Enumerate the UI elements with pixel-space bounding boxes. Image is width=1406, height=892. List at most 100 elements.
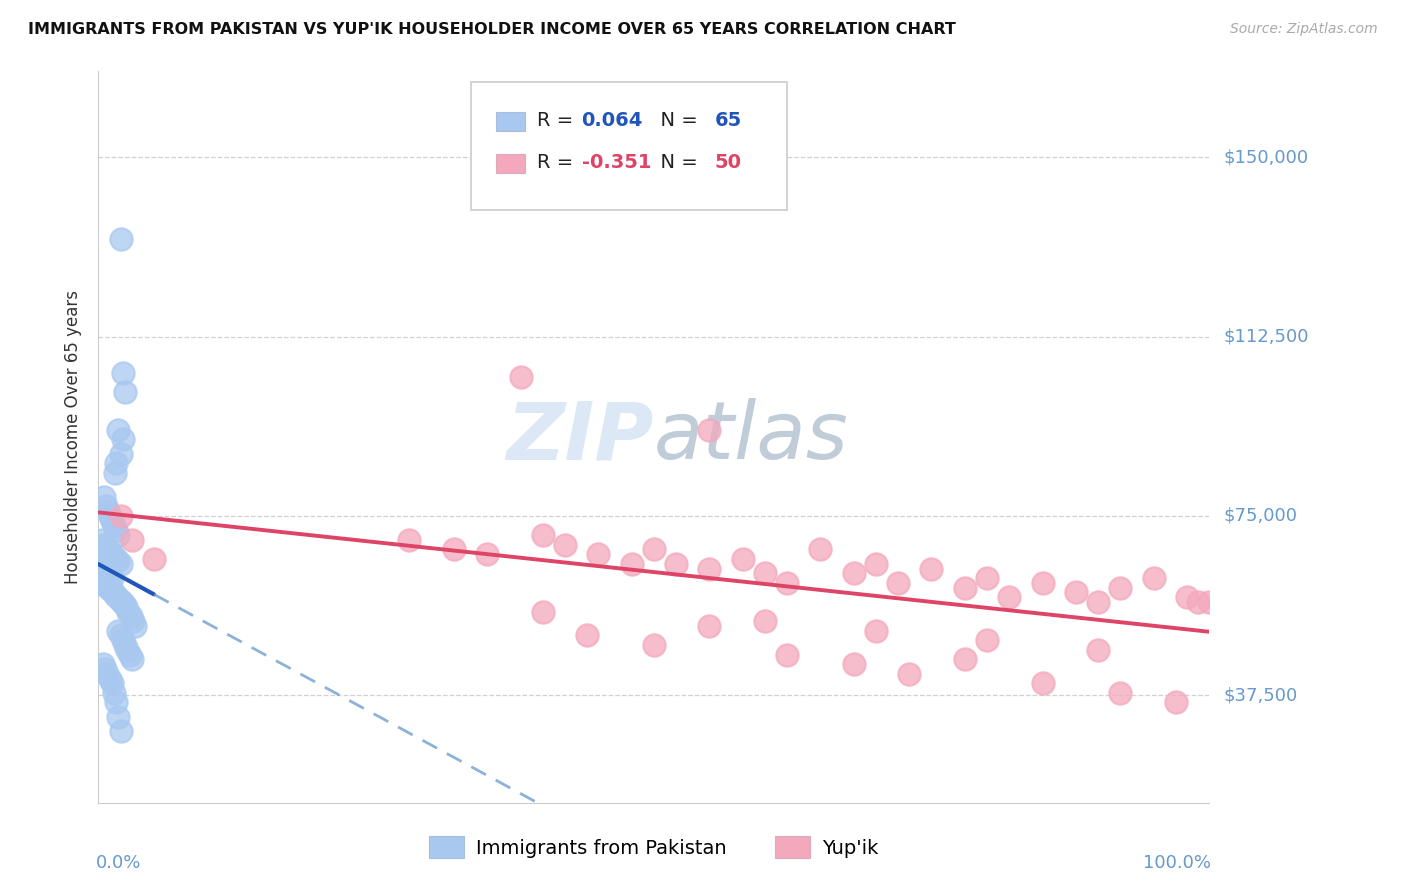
Point [103, 549, 125, 564]
Text: -0.351: -0.351 [582, 153, 651, 172]
Point [754, 614, 776, 628]
Point [842, 566, 865, 581]
Text: N =: N = [648, 153, 704, 172]
Point [110, 724, 132, 739]
Point [110, 508, 132, 523]
Point [665, 557, 688, 571]
Point [100, 571, 122, 585]
Point [91, 657, 114, 672]
Point [699, 423, 721, 437]
Point [576, 628, 599, 642]
Point [98, 568, 121, 582]
Point [101, 585, 124, 599]
Point [107, 554, 129, 568]
Point [112, 598, 135, 612]
Text: $150,000: $150,000 [1223, 148, 1308, 167]
Point [107, 710, 129, 724]
Point [97, 581, 120, 595]
Point [1032, 676, 1054, 690]
Point [96, 542, 118, 557]
Text: ZIP: ZIP [506, 398, 654, 476]
Point [776, 648, 799, 662]
Point [810, 542, 832, 557]
Point [953, 581, 976, 595]
Point [110, 628, 132, 642]
Point [754, 566, 776, 581]
Point [1087, 642, 1109, 657]
Point [731, 552, 754, 566]
Text: 0.064: 0.064 [582, 111, 643, 130]
Point [115, 599, 138, 614]
Point [1198, 595, 1220, 609]
Point [531, 605, 554, 619]
Point [98, 508, 121, 523]
Text: Source: ZipAtlas.com: Source: ZipAtlas.com [1230, 22, 1378, 37]
Point [114, 638, 136, 652]
Point [588, 547, 610, 561]
Text: 50: 50 [714, 153, 742, 172]
Point [1109, 686, 1132, 700]
Point [865, 557, 887, 571]
Point [93, 575, 115, 590]
Point [1109, 581, 1132, 595]
Text: 100.0%: 100.0% [1143, 854, 1212, 872]
Text: 0.0%: 0.0% [96, 854, 142, 872]
Point [90, 559, 112, 574]
Point [121, 652, 143, 666]
Point [105, 456, 128, 470]
Point [114, 384, 136, 399]
Point [118, 648, 141, 662]
Point [1143, 571, 1166, 585]
Point [98, 672, 121, 686]
Point [104, 466, 127, 480]
Point [1164, 695, 1187, 709]
Text: $75,000: $75,000 [1223, 507, 1298, 525]
Point [699, 619, 721, 633]
Text: N =: N = [648, 111, 704, 130]
Point [776, 575, 799, 590]
Point [96, 500, 118, 514]
Point [554, 538, 576, 552]
Point [110, 232, 132, 246]
Point [103, 518, 125, 533]
Text: IMMIGRANTS FROM PAKISTAN VS YUP'IK HOUSEHOLDER INCOME OVER 65 YEARS CORRELATION : IMMIGRANTS FROM PAKISTAN VS YUP'IK HOUSE… [28, 22, 956, 37]
Point [97, 504, 120, 518]
Point [93, 538, 115, 552]
Point [699, 561, 721, 575]
Point [531, 528, 554, 542]
Point [105, 552, 128, 566]
Point [100, 514, 122, 528]
Text: $37,500: $37,500 [1223, 686, 1298, 705]
Point [842, 657, 865, 672]
Point [94, 564, 117, 578]
Point [887, 575, 910, 590]
Point [93, 490, 115, 504]
Y-axis label: Householder Income Over 65 years: Householder Income Over 65 years [65, 290, 83, 584]
Point [953, 652, 976, 666]
Point [110, 557, 132, 571]
Point [105, 524, 128, 538]
Text: R =: R = [537, 153, 579, 172]
Point [976, 633, 998, 648]
Point [105, 591, 128, 605]
Point [94, 540, 117, 554]
Point [1087, 595, 1109, 609]
Point [111, 595, 134, 609]
Point [107, 423, 129, 437]
Point [90, 574, 112, 588]
Point [94, 662, 117, 676]
Point [98, 545, 121, 559]
Point [921, 561, 943, 575]
Point [976, 571, 998, 585]
Point [1064, 585, 1087, 599]
Point [105, 695, 128, 709]
Point [96, 578, 118, 592]
Point [898, 666, 921, 681]
Point [96, 666, 118, 681]
FancyBboxPatch shape [471, 82, 787, 211]
Point [443, 542, 465, 557]
Point [643, 638, 665, 652]
Point [620, 557, 643, 571]
Point [100, 583, 122, 598]
Point [111, 366, 134, 380]
